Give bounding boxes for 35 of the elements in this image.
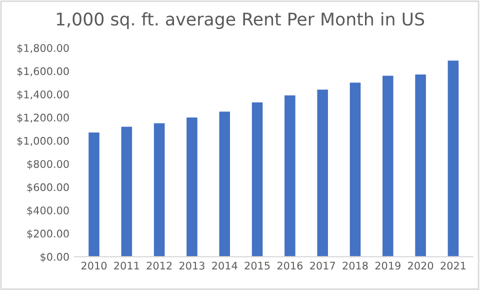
y-tick-label: $0.00 bbox=[40, 252, 69, 262]
y-tick-label: $1,400.00 bbox=[17, 90, 69, 100]
x-tick-label: 2011 bbox=[114, 262, 139, 270]
x-tick-label: 2016 bbox=[277, 262, 303, 270]
y-tick-label: $600.00 bbox=[27, 183, 69, 193]
y-tick-label: $1,800.00 bbox=[17, 44, 69, 54]
bar bbox=[186, 117, 198, 257]
x-tick-label: 2010 bbox=[82, 262, 107, 270]
bar bbox=[448, 60, 459, 257]
y-tick-label: $400.00 bbox=[27, 206, 69, 216]
x-tick-label: 2017 bbox=[310, 262, 335, 270]
x-tick-label: 2014 bbox=[212, 262, 238, 270]
chart-title: 1,000 sq. ft. average Rent Per Month in US bbox=[56, 12, 424, 29]
bar bbox=[154, 123, 165, 257]
y-tick-label: $1,000.00 bbox=[17, 136, 69, 146]
x-tick-label: 2021 bbox=[440, 262, 466, 270]
y-tick-label: $800.00 bbox=[27, 160, 69, 170]
x-tick-label: 2013 bbox=[179, 262, 204, 270]
x-tick-label: 2020 bbox=[408, 262, 434, 270]
bar bbox=[252, 102, 263, 257]
bar bbox=[219, 112, 230, 257]
y-tick-label: $1,600.00 bbox=[17, 67, 69, 77]
bar bbox=[121, 126, 132, 257]
x-tick-label: 2015 bbox=[244, 262, 270, 270]
x-tick-label: 2018 bbox=[342, 262, 368, 270]
y-tick-label: $200.00 bbox=[27, 229, 69, 239]
bar bbox=[284, 95, 296, 257]
x-tick-label: 2019 bbox=[375, 262, 400, 270]
bar bbox=[382, 76, 394, 257]
bar bbox=[350, 82, 361, 257]
bar bbox=[317, 90, 328, 257]
bar bbox=[415, 74, 426, 257]
y-tick-label: $1,200.00 bbox=[17, 113, 69, 123]
bar bbox=[88, 132, 100, 257]
x-tick-label: 2012 bbox=[146, 262, 172, 270]
